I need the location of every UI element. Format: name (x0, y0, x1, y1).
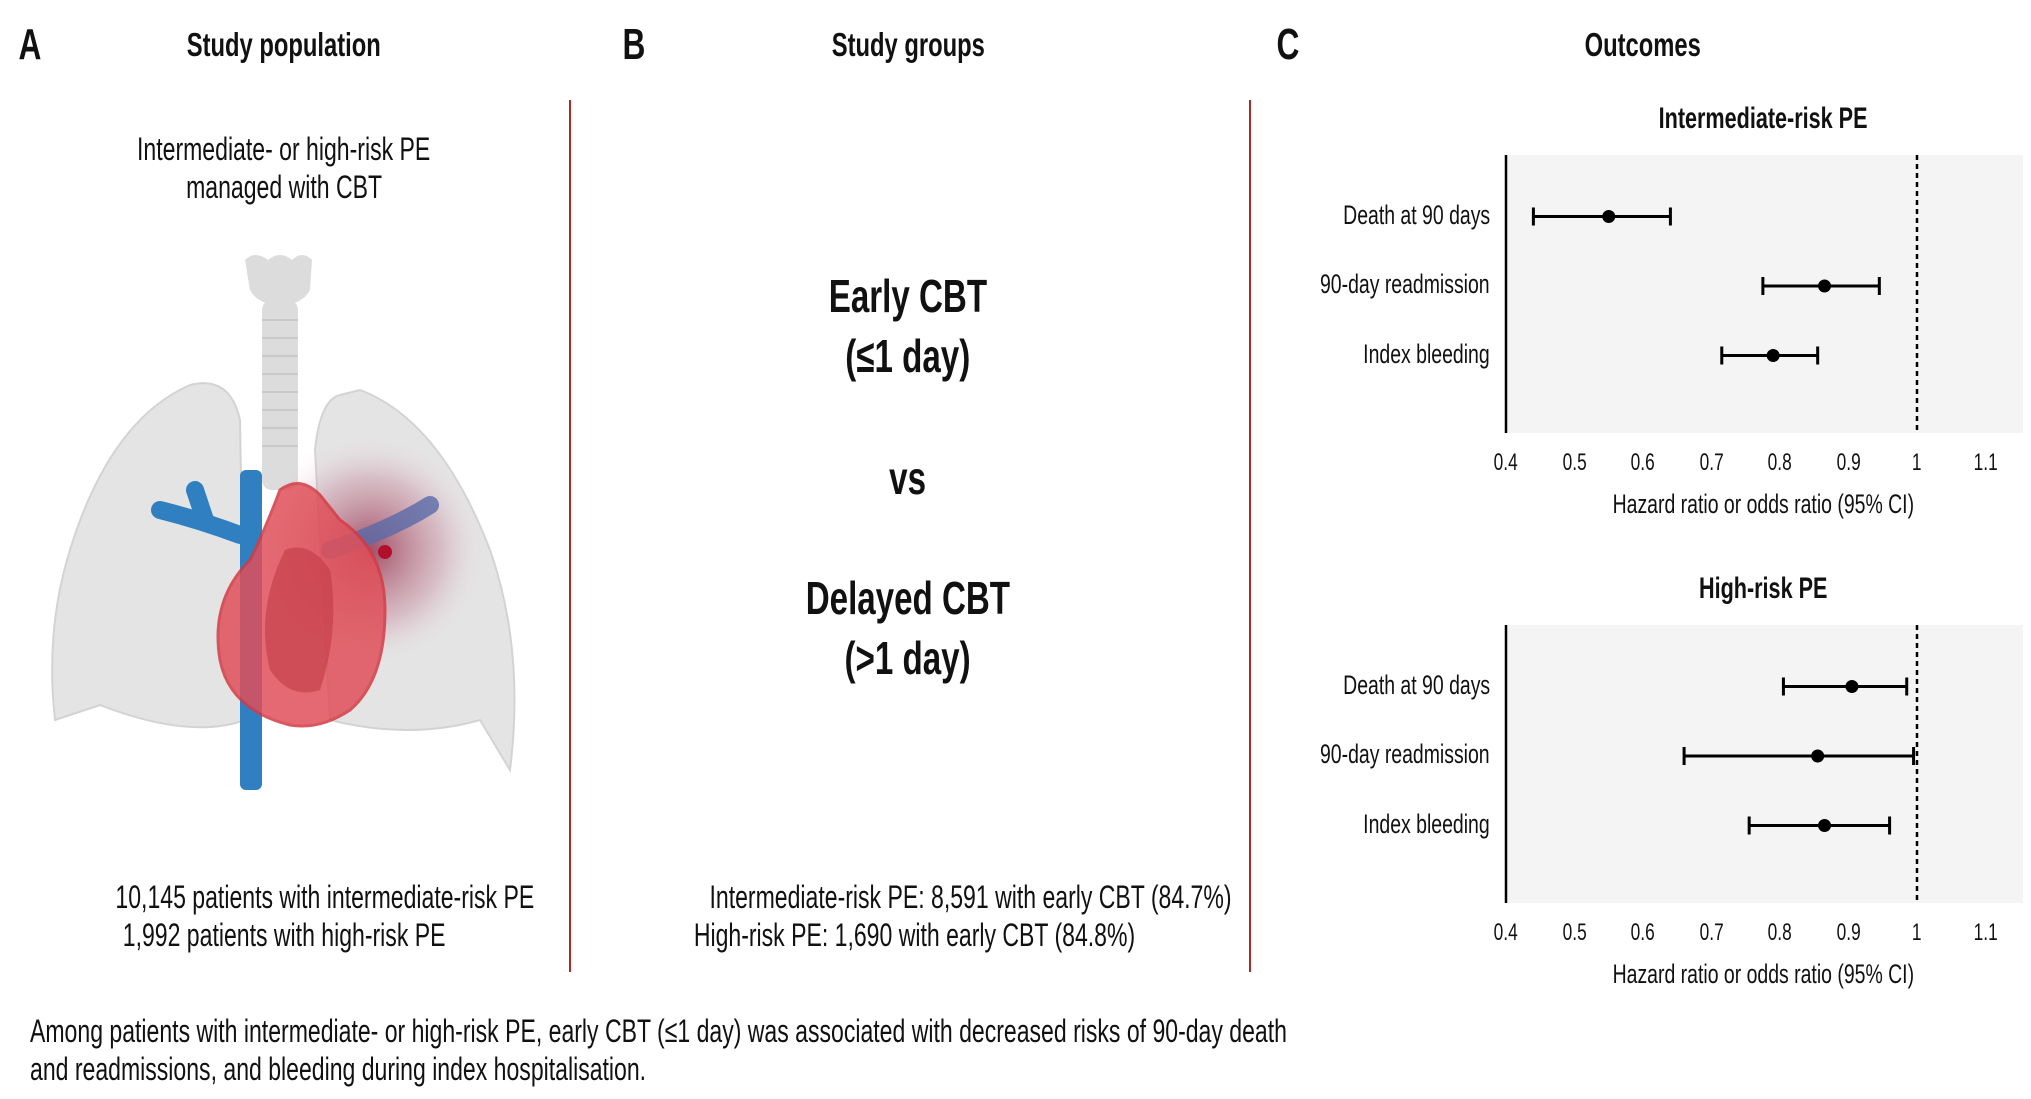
point-estimate (1845, 680, 1859, 693)
x-tick-label: 0.6 (1630, 919, 1656, 946)
x-tick-label: 0.8 (1767, 449, 1793, 476)
x-tick-label: 0.5 (1562, 449, 1587, 476)
point-estimate (1818, 819, 1832, 832)
x-tick-label: 0.8 (1767, 919, 1793, 946)
plot-title: High-risk PE (1698, 572, 1828, 605)
row-label: Index bleeding (1363, 808, 1490, 839)
x-tick-label: 0.4 (1493, 919, 1519, 946)
trachea (245, 255, 312, 490)
population-counts: 10,145 patients with intermediate-risk P… (115, 879, 535, 953)
early-cbt-group: Early CBT (≤1 day) (828, 270, 988, 382)
row-label: 90-day readmission (1320, 269, 1490, 299)
summary-line-2: and readmissions, and bleeding during in… (30, 1051, 647, 1087)
x-tick-label: 0.6 (1630, 449, 1656, 476)
vs-label: vs (889, 452, 927, 504)
panel-b-letter: B (622, 20, 646, 69)
point-estimate (1602, 210, 1616, 223)
point-estimate (1766, 349, 1780, 362)
panel-b-title: Study groups (831, 26, 985, 63)
x-tick-label: 0.5 (1562, 919, 1587, 946)
x-axis-label: Hazard ratio or odds ratio (95% CI) (1612, 959, 1914, 989)
panel-c-letter: C (1276, 20, 1300, 69)
panel-c-title: Outcomes (1584, 26, 1702, 63)
x-tick-label: 0.9 (1836, 449, 1861, 476)
divider-bc (1249, 100, 1251, 972)
lungs-heart-illustration (51, 255, 516, 790)
point-estimate (1811, 749, 1825, 763)
x-axis-label: Hazard ratio or odds ratio (95% CI) (1612, 489, 1914, 519)
x-tick-label: 0.7 (1699, 919, 1724, 946)
row-label: 90-day readmission (1320, 739, 1490, 769)
row-label: Index bleeding (1363, 338, 1490, 369)
x-tick-label: 1 (1912, 919, 1922, 946)
x-tick-label: 0.7 (1699, 449, 1724, 476)
plot-background (1506, 155, 2023, 433)
x-tick-label: 1.1 (1973, 449, 1998, 476)
summary-line-1: Among patients with intermediate- or hig… (30, 1013, 1287, 1049)
panel-a-title: Study population (186, 26, 382, 63)
divider-ab (569, 100, 571, 972)
point-estimate (1818, 279, 1832, 293)
group-counts: Intermediate-risk PE: 8,591 with early C… (693, 879, 1232, 953)
population-subtitle: Intermediate- or high-risk PE managed wi… (137, 131, 431, 205)
summary-text: Among patients with intermediate- or hig… (30, 1012, 1730, 1088)
panel-a-letter: A (18, 20, 42, 69)
clot (378, 545, 392, 559)
delayed-cbt-group: Delayed CBT (>1 day) (805, 572, 1011, 684)
plot-background (1506, 625, 2023, 903)
plot-title: Intermediate-risk PE (1658, 102, 1868, 135)
row-label: Death at 90 days (1343, 199, 1490, 230)
row-label: Death at 90 days (1343, 669, 1490, 700)
x-tick-label: 0.4 (1493, 449, 1519, 476)
x-tick-label: 0.9 (1836, 919, 1861, 946)
x-tick-label: 1.1 (1973, 919, 1998, 946)
x-tick-label: 1 (1912, 449, 1922, 476)
right-lung (51, 382, 247, 729)
